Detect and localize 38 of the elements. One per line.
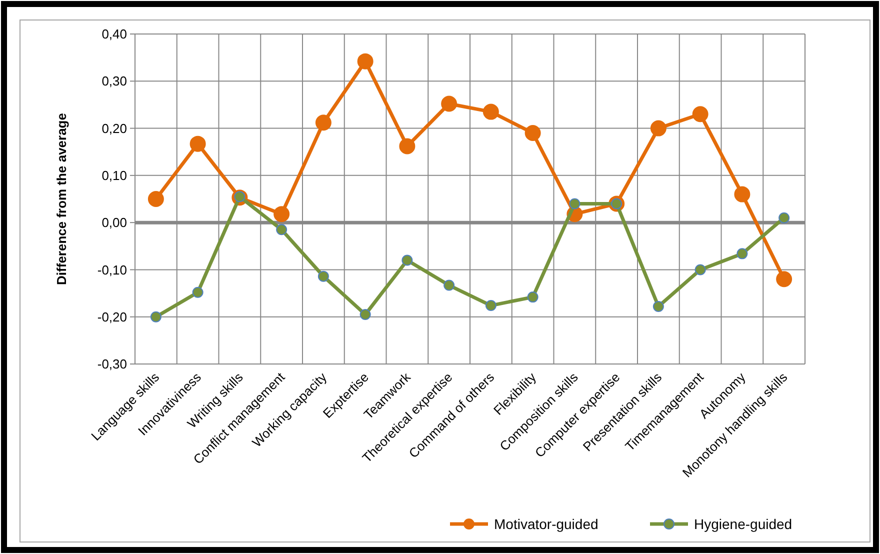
point <box>315 114 332 131</box>
point <box>650 120 666 136</box>
point <box>694 264 706 276</box>
y-tick-label: -0,30 <box>97 356 127 372</box>
y-tick-label: 0,20 <box>102 120 127 136</box>
y-tick-label: 0,40 <box>102 26 127 42</box>
point <box>734 186 750 202</box>
point <box>444 280 455 291</box>
point <box>652 300 664 312</box>
legend-label: Motivator-guided <box>494 516 598 532</box>
y-tick-label: 0,30 <box>102 74 127 89</box>
point <box>692 106 708 122</box>
point <box>736 248 748 260</box>
point <box>569 198 580 210</box>
point <box>150 311 162 322</box>
y-tick-label: -0,20 <box>97 309 127 324</box>
point <box>402 254 413 266</box>
y-tick-label: 0,00 <box>102 215 127 230</box>
point <box>190 136 206 152</box>
point <box>148 191 164 207</box>
y-tick-label: 0,10 <box>102 168 127 183</box>
point <box>776 271 792 288</box>
legend-label: Hygiene-guided <box>694 516 792 532</box>
point <box>524 125 541 141</box>
point <box>276 224 288 236</box>
point <box>357 53 374 70</box>
y-axis-title: Difference from the average <box>54 113 69 285</box>
point <box>274 206 290 222</box>
point <box>360 309 371 320</box>
point <box>482 104 499 120</box>
point <box>778 212 790 224</box>
point <box>399 138 416 154</box>
point <box>527 292 538 303</box>
point <box>192 286 204 298</box>
point <box>485 300 496 312</box>
point <box>318 270 329 282</box>
y-tick-label: -0,10 <box>97 262 127 278</box>
point <box>441 96 458 112</box>
